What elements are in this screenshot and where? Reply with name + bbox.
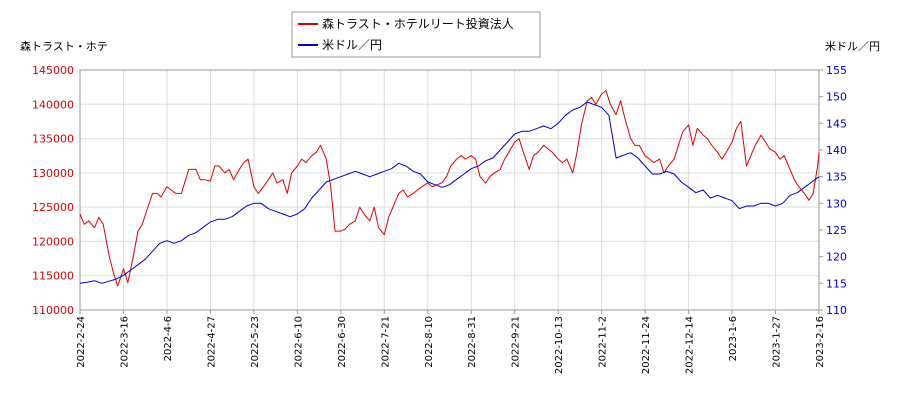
legend: 森トラスト・ホテルリート投資法人 米ドル／円 bbox=[291, 11, 541, 58]
left-tick-label: 115000 bbox=[32, 270, 74, 283]
right-tick-label: 150 bbox=[826, 91, 847, 104]
grid bbox=[79, 69, 820, 311]
x-tick-label: 2022-4-6 bbox=[163, 316, 174, 361]
right-tick-label: 140 bbox=[826, 144, 847, 157]
right-tick-label: 120 bbox=[826, 251, 847, 264]
right-tick-label: 145 bbox=[826, 117, 847, 130]
x-tick-label: 2022-6-30 bbox=[337, 316, 348, 368]
x-tick-label: 2022-8-10 bbox=[424, 316, 435, 368]
plot-frame bbox=[79, 69, 820, 311]
series-line-reit bbox=[79, 90, 820, 287]
right-tick-label: 130 bbox=[826, 197, 847, 210]
x-tick-label: 2022-3-16 bbox=[119, 316, 130, 368]
right-tick-label: 115 bbox=[826, 277, 847, 290]
x-tick-label: 2023-2-16 bbox=[815, 316, 826, 368]
x-tick-label: 2022-9-21 bbox=[511, 316, 522, 368]
left-tick-label: 120000 bbox=[32, 235, 74, 248]
left-tick-label: 135000 bbox=[32, 133, 74, 146]
series-line-usdjpy bbox=[79, 101, 820, 284]
right-axis-title: 米ドル／円 bbox=[825, 40, 880, 53]
left-tick-label: 110000 bbox=[32, 304, 74, 317]
x-tick-label: 2022-4-27 bbox=[206, 316, 217, 368]
right-axis: 110 115 120 125 130 135 140 145 150 155 bbox=[819, 64, 847, 317]
x-tick-label: 2022-7-21 bbox=[380, 316, 391, 368]
right-tick-label: 135 bbox=[826, 171, 847, 184]
right-tick-label: 155 bbox=[826, 64, 847, 77]
legend-label-usdjpy: 米ドル／円 bbox=[322, 38, 382, 52]
legend-label-reit: 森トラスト・ホテルリート投資法人 bbox=[322, 16, 514, 31]
legend-box bbox=[291, 11, 541, 58]
left-tick-label: 145000 bbox=[32, 64, 74, 77]
x-tick-label: 2022-10-13 bbox=[554, 316, 565, 374]
left-axis-title: 森トラスト・ホテ bbox=[20, 39, 108, 53]
right-tick-label: 125 bbox=[826, 224, 847, 237]
x-axis: 2022-2-24 2022-3-16 2022-4-6 2022-4-27 2022-… bbox=[76, 310, 826, 374]
x-tick-label: 2022-5-23 bbox=[250, 316, 261, 368]
x-tick-label: 2022-12-14 bbox=[685, 316, 696, 374]
left-axis: 110000 115000 120000 125000 130000 135000 1400… bbox=[32, 64, 74, 317]
right-tick-label: 110 bbox=[826, 304, 847, 317]
left-tick-label: 125000 bbox=[32, 201, 74, 214]
x-tick-label: 2022-11-24 bbox=[641, 316, 652, 374]
series-layer bbox=[79, 90, 820, 287]
left-tick-label: 140000 bbox=[32, 98, 74, 111]
left-tick-label: 130000 bbox=[32, 167, 74, 180]
x-tick-label: 2022-6-10 bbox=[293, 316, 304, 368]
x-tick-label: 2022-8-31 bbox=[467, 316, 478, 368]
x-tick-label: 2022-2-24 bbox=[76, 316, 87, 368]
x-tick-label: 2023-1-27 bbox=[772, 316, 783, 368]
x-tick-label: 2023-1-6 bbox=[728, 316, 739, 361]
x-tick-label: 2022-11-2 bbox=[598, 316, 609, 368]
